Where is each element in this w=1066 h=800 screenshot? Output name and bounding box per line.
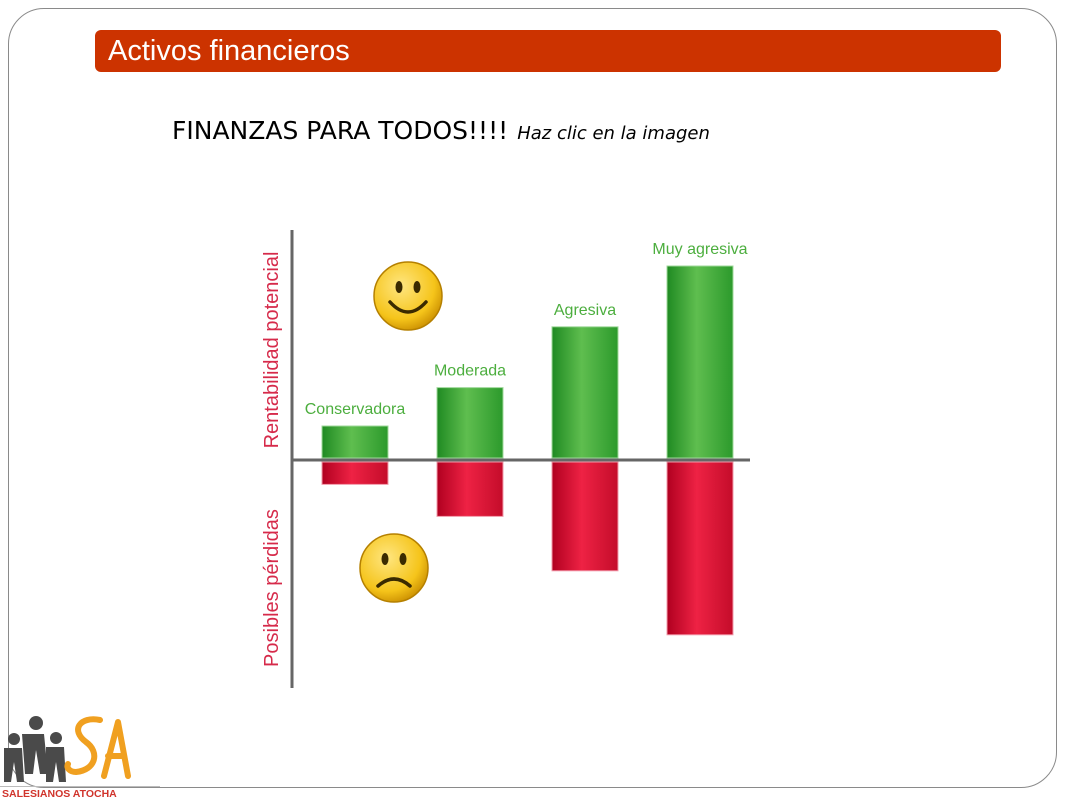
ylabel-perdidas: Posibles pérdidas	[261, 509, 283, 667]
bar-positive-2	[551, 326, 619, 459]
category-label-0: Conservadora	[305, 401, 406, 418]
bar-negative-2	[551, 461, 619, 572]
risk-chart[interactable]: Conservadora Moderada Agresiva Muy agresiva…	[230, 210, 770, 700]
risk-chart-image-link[interactable]: Conservadora Moderada Agresiva Muy agresiva…	[230, 210, 770, 700]
headline: FINANZAS PARA TODOS!!!! Haz clic en la i…	[172, 116, 710, 145]
bar-positive-3	[666, 265, 734, 459]
bar-positive-0	[321, 425, 389, 459]
bar-negative-1	[436, 461, 504, 517]
slide-title: Activos financieros	[108, 35, 350, 67]
bar-negative-0	[321, 461, 389, 485]
click-image-hint: Haz clic en la imagen	[517, 123, 710, 144]
logo-text: SALESIANOS ATOCHA	[2, 788, 117, 800]
bar-positive-1	[436, 387, 504, 459]
headline-text: FINANZAS PARA TODOS!!!!	[172, 116, 509, 145]
title-bar: Activos financieros	[95, 30, 1001, 72]
category-label-2: Agresiva	[554, 302, 616, 319]
ylabel-rentabilidad: Rentabilidad potencial	[261, 252, 283, 449]
bar-negative-3	[666, 461, 734, 636]
slide-frame	[8, 8, 1057, 788]
category-label-1: Moderada	[434, 363, 506, 380]
smiley-happy-icon	[373, 261, 443, 331]
category-label-3: Muy agresiva	[652, 241, 747, 258]
salesianos-atocha-logo: SALESIANOS ATOCHA	[0, 710, 160, 800]
smiley-sad-icon	[359, 533, 429, 603]
